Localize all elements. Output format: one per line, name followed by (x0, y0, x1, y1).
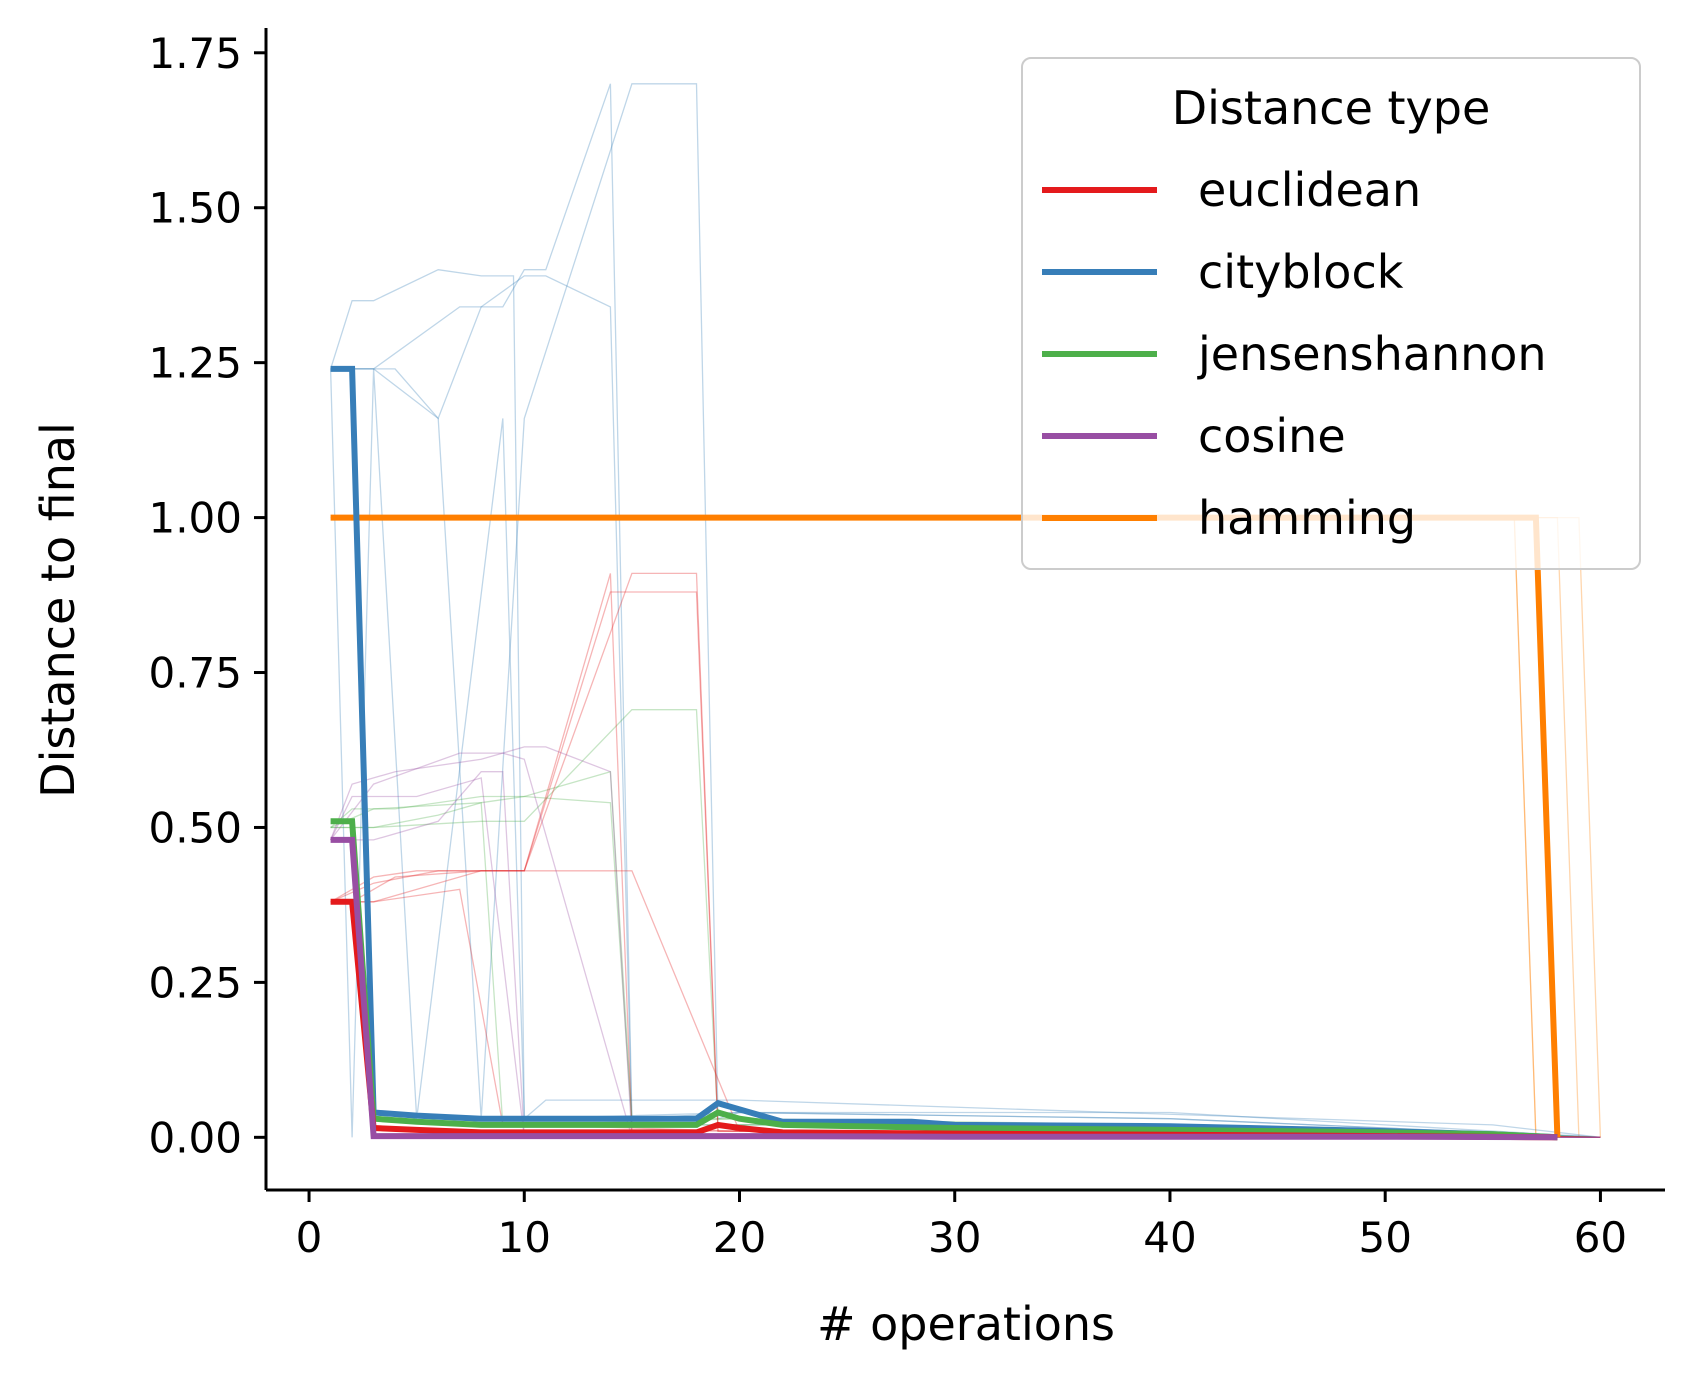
y-tick-label: 1.75 (148, 29, 242, 78)
series-hamming-run-0 (330, 516, 1537, 1138)
legend-label-jensenshannon: jensenshannon (1197, 327, 1547, 381)
series-jensenshannon-line (330, 818, 1558, 1141)
y-tick-label: 0.00 (148, 1113, 242, 1162)
legend-label-cityblock: cityblock (1198, 245, 1404, 299)
legend: Distance type euclidean cityblock jensensh… (1021, 57, 1641, 570)
x-tick-label: 10 (498, 1213, 551, 1262)
legend-label-euclidean: euclidean (1198, 163, 1421, 217)
x-tick-label: 20 (713, 1213, 766, 1262)
legend-entries: euclidean cityblock jensenshannon cosine ham… (1042, 163, 1547, 545)
series-cosine-line (330, 836, 1558, 1141)
y-tick-label: 0.25 (148, 958, 242, 1007)
series-cityblock-run-3 (330, 275, 1601, 1138)
x-tick-label: 30 (928, 1213, 981, 1262)
y-tick-label: 1.50 (148, 184, 242, 233)
y-ticks: 0.00 0.25 0.50 0.75 1.00 1.25 1.50 1.75 (148, 29, 266, 1162)
x-tick-label: 60 (1574, 1213, 1627, 1262)
x-tick-label: 40 (1143, 1213, 1196, 1262)
y-tick-label: 1.00 (148, 494, 242, 543)
series-cityblock-run-2 (330, 83, 1601, 1138)
y-tick-label: 0.75 (148, 649, 242, 698)
y-axis-label: Distance to final (31, 422, 85, 798)
legend-box (1021, 57, 1641, 570)
x-tick-label: 0 (296, 1213, 323, 1262)
x-tick-label: 50 (1358, 1213, 1411, 1262)
y-tick-label: 0.50 (148, 803, 242, 852)
series-cityblock-run-0 (329, 269, 1601, 1138)
series-euclidean-line (330, 898, 1558, 1141)
series-hamming-run-1 (330, 516, 1558, 1138)
series-hamming-line (330, 514, 1561, 1138)
legend-label-cosine: cosine (1198, 409, 1346, 463)
series-cityblock-run-1 (330, 83, 1601, 1138)
legend-title: Distance type (1172, 81, 1491, 135)
axes (264, 28, 1665, 1192)
legend-label-hamming: hamming (1198, 491, 1416, 545)
x-axis-label: # operations (817, 1297, 1115, 1351)
y-tick-label: 1.25 (148, 339, 242, 388)
x-ticks: 0 10 20 30 40 50 60 (296, 1190, 1627, 1262)
